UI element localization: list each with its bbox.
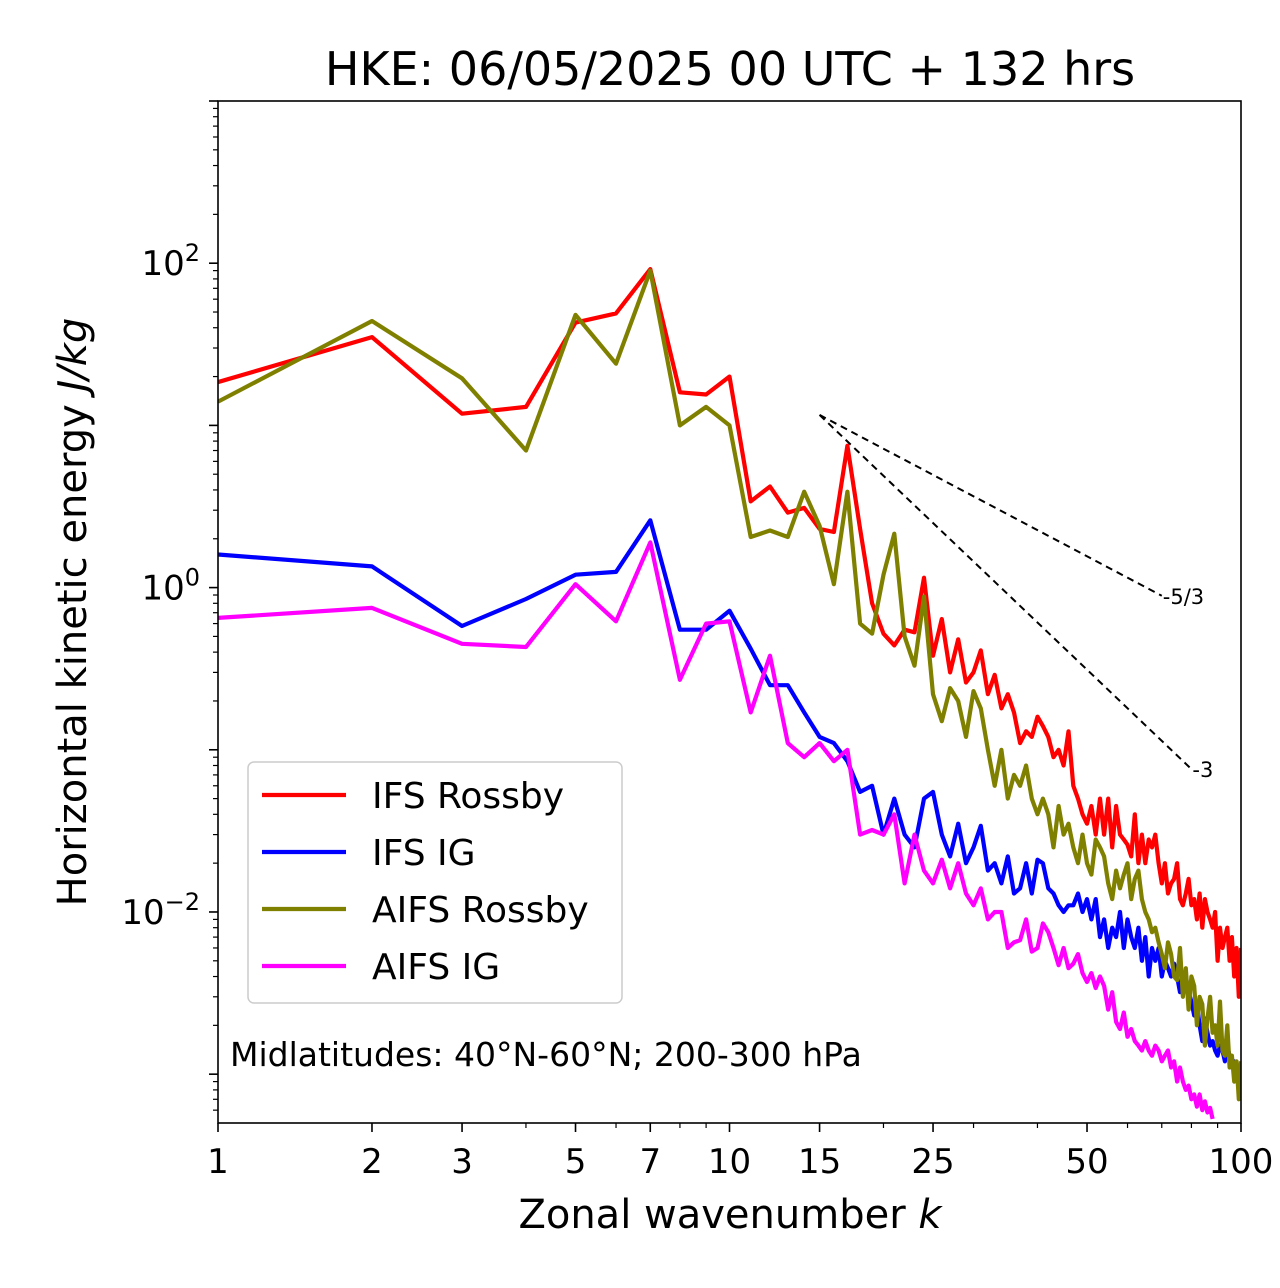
y-axis-label-unit: J/kg <box>50 318 96 399</box>
x-tick-label: 15 <box>798 1142 841 1182</box>
x-axis-label-var: k <box>918 1192 943 1238</box>
slope-line-1 <box>819 414 1163 597</box>
legend-entries: IFS Rossby IFS IG AIFS Rossby AIFS IG <box>262 776 589 988</box>
chart-title: HKE: 06/05/2025 00 UTC + 132 hrs <box>325 42 1135 96</box>
legend: IFS Rossby IFS IG AIFS Rossby AIFS IG <box>247 761 623 1004</box>
x-tick-label: 100 <box>1209 1142 1274 1182</box>
slope-label-1: -5/3 <box>1163 585 1204 609</box>
legend-label: AIFS Rossby <box>372 890 589 931</box>
y-axis-label: Horizontal kinetic energy J/kg <box>50 318 96 907</box>
series-line-aifs-ig <box>218 540 1215 1120</box>
legend-label: AIFS IG <box>372 947 500 988</box>
x-tick-label: 10 <box>708 1142 751 1182</box>
axis-ticks: 1 2 3 5 7 10 15 25 50 100 102 100 10−2 <box>121 100 1274 1182</box>
x-axis-label: Zonal wavenumber k <box>518 1192 943 1238</box>
x-tick-label: 1 <box>207 1142 229 1182</box>
reference-slopes: -5/3 -3 <box>818 414 1213 782</box>
x-tick-label: 7 <box>639 1142 661 1182</box>
series-layer <box>218 267 1241 1120</box>
x-tick-label: 5 <box>565 1142 587 1182</box>
legend-label: IFS Rossby <box>372 776 564 817</box>
y-tick-label: 100 <box>141 564 200 609</box>
y-tick-label: 10−2 <box>121 888 200 933</box>
x-axis-label-text: Zonal wavenumber <box>518 1192 906 1238</box>
x-tick-label: 50 <box>1065 1142 1108 1182</box>
slope-line-2 <box>818 414 1193 770</box>
region-annotation: Midlatitudes: 40°N-60°N; 200-300 hPa <box>230 1035 862 1074</box>
y-axis-label-text: Horizontal kinetic energy <box>50 404 96 906</box>
x-tick-label: 25 <box>911 1142 954 1182</box>
legend-box <box>247 761 623 1004</box>
plot-frame <box>217 100 1242 1124</box>
x-tick-label: 2 <box>361 1142 383 1182</box>
slope-label-2: -3 <box>1192 758 1213 782</box>
series-line-ifs-ig <box>218 518 1241 1083</box>
series-line-aifs-rossby <box>218 268 1241 1102</box>
x-tick-label: 3 <box>451 1142 473 1182</box>
y-tick-label: 102 <box>141 239 200 284</box>
legend-label: IFS IG <box>372 833 476 874</box>
series-line-ifs-rossby <box>218 267 1241 999</box>
